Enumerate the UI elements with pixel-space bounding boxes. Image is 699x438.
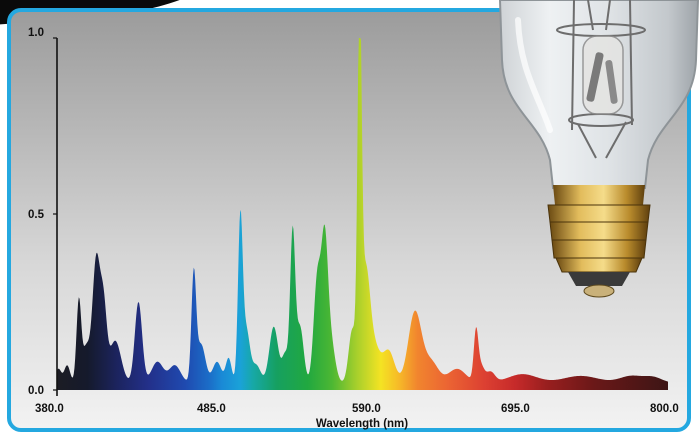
- x-tick-label-695: 695.0: [501, 403, 530, 415]
- y-tick-label-0-0: 0.0: [28, 385, 44, 397]
- y-tick-label-0-5: 0.5: [28, 209, 45, 221]
- x-tick-label-590: 590.0: [352, 403, 381, 415]
- x-tick-label-485: 485.0: [197, 403, 226, 415]
- spectrum-series-area: [57, 38, 668, 390]
- x-axis-title: Wavelength (nm): [316, 418, 408, 430]
- x-tick-label-380: 380.0: [35, 403, 64, 415]
- metal-halide-bulb-image: [498, 0, 699, 298]
- y-tick-label-1-0: 1.0: [28, 27, 44, 39]
- x-tick-label-800: 800.0: [650, 403, 679, 415]
